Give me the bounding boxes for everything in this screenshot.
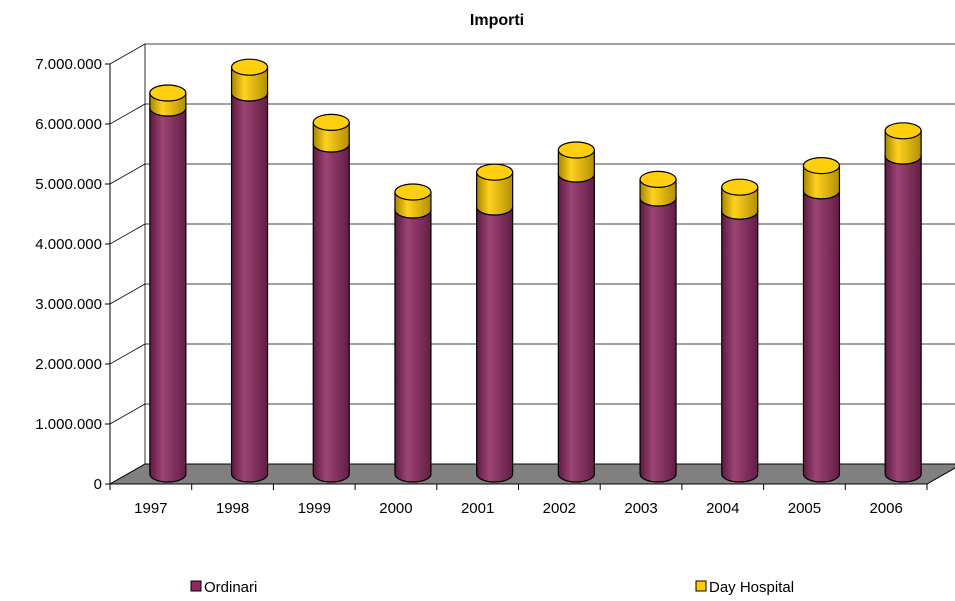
y-tick-label: 4.000.000 — [35, 236, 102, 253]
cylinder-body — [884, 130, 922, 165]
cylinder-cap — [476, 163, 514, 181]
cylinder-cap — [394, 183, 432, 201]
gridline-side — [109, 343, 146, 365]
x-tick-label: 2005 — [788, 500, 821, 517]
bar-ordinari — [802, 182, 841, 483]
y-tick-label: 3.000.000 — [35, 296, 102, 313]
gridline-side — [109, 283, 146, 305]
legend-swatch — [695, 580, 707, 592]
bar-ordinari — [557, 165, 595, 483]
bar-ordinari — [476, 198, 514, 483]
cylinder-body — [476, 171, 514, 216]
y-tick-label: 5.000.000 — [35, 176, 102, 193]
bar-ordinari — [149, 99, 187, 483]
cylinder-body — [149, 107, 187, 483]
bar-day-hospital — [884, 122, 922, 165]
bar-day-hospital — [721, 178, 759, 220]
legend-label: Ordinari — [204, 579, 257, 596]
legend-swatch — [190, 580, 202, 592]
bar-ordinari — [884, 147, 922, 483]
gridline-side — [109, 403, 146, 425]
chart-title: Importi — [470, 12, 524, 29]
x-tick-label: 2003 — [624, 500, 657, 517]
bar-day-hospital — [149, 84, 187, 117]
x-tick-label: 1998 — [216, 500, 249, 517]
y-tick-label: 0 — [94, 476, 102, 493]
cylinder-cap — [884, 122, 922, 140]
cylinder-cap — [557, 141, 595, 159]
x-tick-label: 1999 — [298, 500, 331, 517]
gridline-side — [109, 103, 146, 125]
cylinder-cap — [230, 58, 269, 76]
cylinder-body — [230, 92, 269, 483]
gridline-side — [109, 163, 146, 185]
plot-area: 0 1.000.000 2.000.000 3.000.000 4.000.000 5.0… — [35, 43, 955, 517]
bar-ordinari — [721, 202, 759, 483]
cylinder-cap — [149, 84, 187, 102]
x-tick-label: 2001 — [461, 500, 494, 517]
bar-ordinari — [639, 189, 677, 483]
cylinder-body — [557, 173, 595, 483]
x-tick-label: 2002 — [543, 500, 576, 517]
bar-day-hospital — [557, 141, 595, 183]
side-wall — [110, 44, 145, 484]
cylinder-body — [394, 209, 432, 483]
x-tick-label: 2000 — [379, 500, 412, 517]
cylinder-cap — [639, 170, 677, 188]
bar-day-hospital — [312, 113, 350, 153]
y-tick-label: 2.000.000 — [35, 356, 102, 373]
legend-label: Day Hospital — [709, 579, 794, 596]
x-tick-label: 2006 — [869, 500, 902, 517]
cylinder-body — [884, 155, 922, 483]
cylinder-body — [312, 143, 350, 483]
x-tick-label: 2004 — [706, 500, 739, 517]
bar-ordinari — [230, 84, 269, 483]
cylinder-body — [721, 210, 759, 483]
gridline-side — [109, 43, 146, 65]
cylinder-body — [802, 165, 841, 200]
bar-ordinari — [312, 135, 350, 483]
bar-day-hospital — [394, 183, 432, 219]
cylinder-body — [639, 197, 677, 483]
cylinder-cap — [802, 157, 841, 175]
cylinder-cap — [312, 113, 350, 132]
bar-day-hospital — [802, 157, 841, 200]
cylinder-body — [721, 186, 759, 220]
cylinder-body — [802, 190, 841, 483]
bar-day-hospital — [476, 163, 514, 216]
cylinder-cap — [721, 178, 759, 196]
bar-day-hospital — [230, 58, 269, 102]
y-tick-label: 7.000.000 — [35, 56, 102, 73]
cylinder-body — [557, 149, 595, 183]
bar-day-hospital — [639, 170, 677, 207]
x-tick-label: 1997 — [134, 500, 167, 517]
cylinder-body — [476, 206, 514, 483]
gridline-side — [109, 223, 146, 245]
bar-ordinari — [394, 201, 432, 483]
y-tick-label: 6.000.000 — [35, 116, 102, 133]
y-tick-label: 1.000.000 — [35, 416, 102, 433]
legend: Ordinari Day Hospital — [190, 579, 794, 596]
cylinder-body — [230, 66, 269, 102]
